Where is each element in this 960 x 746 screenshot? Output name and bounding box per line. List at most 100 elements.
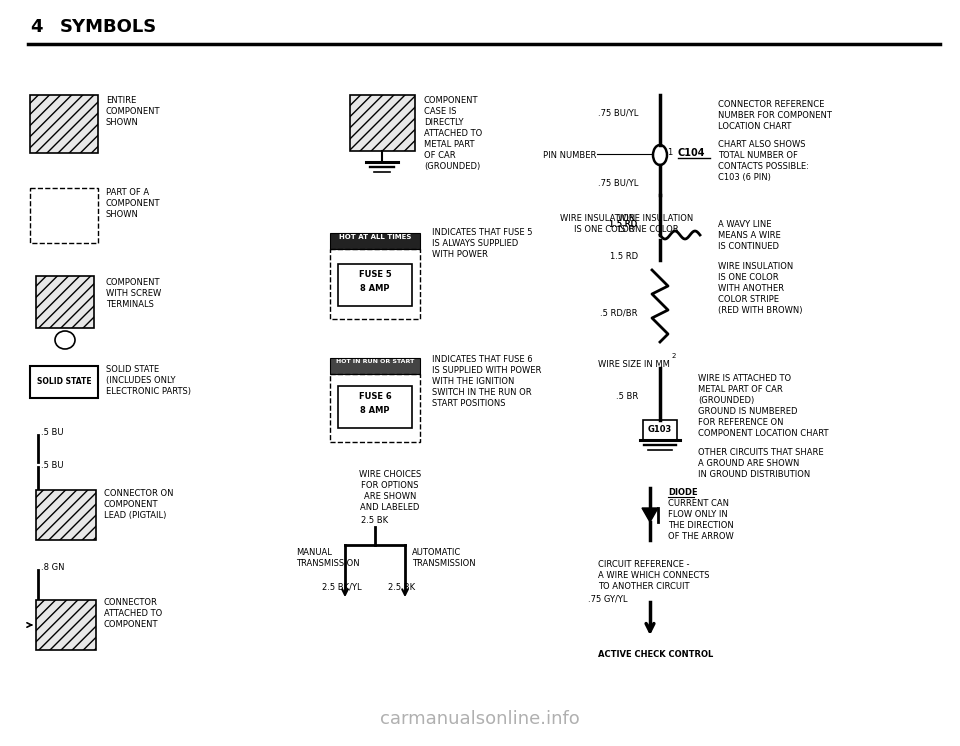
Bar [338,386,412,428]
Text: C104: C104 [678,148,706,158]
Text: SOLID STATE: SOLID STATE [106,365,159,374]
Text: LOCATION CHART: LOCATION CHART [718,122,791,131]
Text: CASE IS: CASE IS [424,107,457,116]
Text: WITH ANOTHER: WITH ANOTHER [718,284,784,293]
Text: IS ALWAYS SUPPLIED: IS ALWAYS SUPPLIED [432,239,518,248]
Text: 1.5 RD: 1.5 RD [609,220,637,229]
Text: IS ONE COLOR: IS ONE COLOR [718,273,779,282]
Text: ELECTRONIC PARTS): ELECTRONIC PARTS) [106,387,191,396]
Text: 1.5 RD: 1.5 RD [610,252,638,261]
Text: PIN NUMBER: PIN NUMBER [542,151,596,160]
Text: INDICATES THAT FUSE 5: INDICATES THAT FUSE 5 [432,228,533,237]
Text: DIRECTLY: DIRECTLY [424,118,464,127]
Bar [30,188,98,243]
Text: TOTAL NUMBER OF: TOTAL NUMBER OF [718,151,798,160]
Text: HOT IN RUN OR START: HOT IN RUN OR START [336,359,414,364]
Text: C103 (6 PIN): C103 (6 PIN) [718,173,771,182]
Text: IS CONTINUED: IS CONTINUED [718,242,779,251]
Text: DIODE: DIODE [668,488,698,497]
Text: WIRE CHOICES: WIRE CHOICES [359,470,421,479]
Text: 8 AMP: 8 AMP [360,284,390,293]
Text: SOLID STATE: SOLID STATE [36,377,91,386]
Text: AND LABELED: AND LABELED [360,503,420,512]
Text: METAL PART: METAL PART [424,140,474,149]
Text: (GROUNDED): (GROUNDED) [424,162,480,171]
Text: 4: 4 [30,18,42,36]
Text: ATTACHED TO: ATTACHED TO [104,609,162,618]
Text: TO ANOTHER CIRCUIT: TO ANOTHER CIRCUIT [598,582,689,591]
Text: IS SUPPLIED WITH POWER: IS SUPPLIED WITH POWER [432,366,541,375]
Text: ATTACHED TO: ATTACHED TO [424,129,482,138]
Text: OF CAR: OF CAR [424,151,456,160]
Text: FLOW ONLY IN: FLOW ONLY IN [668,510,728,519]
Text: carmanualsonline.info: carmanualsonline.info [380,710,580,728]
Text: .5 BU: .5 BU [41,461,63,470]
Bar [36,276,94,328]
Bar [36,600,96,650]
Text: .5 RD/BR: .5 RD/BR [601,308,638,317]
Text: SWITCH IN THE RUN OR: SWITCH IN THE RUN OR [432,388,532,397]
Text: THE DIRECTION: THE DIRECTION [668,521,733,530]
Text: OTHER CIRCUITS THAT SHARE: OTHER CIRCUITS THAT SHARE [698,448,824,457]
Text: CONNECTOR REFERENCE: CONNECTOR REFERENCE [718,100,825,109]
Text: SHOWN: SHOWN [106,118,139,127]
Text: ACTIVE CHECK CONTROL: ACTIVE CHECK CONTROL [598,650,713,659]
Text: START POSITIONS: START POSITIONS [432,399,506,408]
Bar [30,366,98,398]
Text: A WIRE WHICH CONNECTS: A WIRE WHICH CONNECTS [598,571,709,580]
Text: CONNECTOR: CONNECTOR [104,598,157,607]
Text: (RED WITH BROWN): (RED WITH BROWN) [718,306,803,315]
Text: SHOWN: SHOWN [106,210,139,219]
Text: WITH SCREW: WITH SCREW [106,289,161,298]
Bar [330,358,420,374]
Text: FUSE 6: FUSE 6 [359,392,392,401]
Text: WIRE INSULATION: WIRE INSULATION [618,214,693,223]
Text: TERMINALS: TERMINALS [106,300,154,309]
Text: CURRENT CAN: CURRENT CAN [668,499,729,508]
Text: WITH THE IGNITION: WITH THE IGNITION [432,377,515,386]
Text: CONTACTS POSSIBLE:: CONTACTS POSSIBLE: [718,162,809,171]
Text: .75 GY/YL: .75 GY/YL [588,594,628,603]
Text: IS ONE COLOR: IS ONE COLOR [618,225,679,234]
Text: 8 AMP: 8 AMP [360,406,390,415]
Bar [330,249,420,319]
Text: LEAD (PIGTAIL): LEAD (PIGTAIL) [104,511,166,520]
Text: TRANSMISSION: TRANSMISSION [296,559,360,568]
Text: .75 BU/YL: .75 BU/YL [598,108,638,117]
Text: IN GROUND DISTRIBUTION: IN GROUND DISTRIBUTION [698,470,810,479]
Text: .5 BU: .5 BU [41,428,63,437]
Text: A WAVY LINE: A WAVY LINE [718,220,772,229]
Text: FOR OPTIONS: FOR OPTIONS [361,481,419,490]
Text: FOR REFERENCE ON: FOR REFERENCE ON [698,418,783,427]
Text: WIRE INSULATION: WIRE INSULATION [718,262,793,271]
Text: (INCLUDES ONLY: (INCLUDES ONLY [106,376,176,385]
Text: INDICATES THAT FUSE 6: INDICATES THAT FUSE 6 [432,355,533,364]
Text: WIRE SIZE IN MM: WIRE SIZE IN MM [598,360,670,369]
Text: COMPONENT: COMPONENT [106,278,160,287]
Text: A GROUND ARE SHOWN: A GROUND ARE SHOWN [698,459,800,468]
Text: MEANS A WIRE: MEANS A WIRE [718,231,780,240]
Text: COMPONENT LOCATION CHART: COMPONENT LOCATION CHART [698,429,828,438]
Text: 1.5 RD: 1.5 RD [609,220,637,229]
Text: COMPONENT: COMPONENT [104,500,158,509]
Text: TRANSMISSION: TRANSMISSION [412,559,475,568]
Text: 2.5 BK/YL: 2.5 BK/YL [322,583,362,592]
Text: CIRCUIT REFERENCE -: CIRCUIT REFERENCE - [598,560,689,569]
Text: WIRE IS ATTACHED TO: WIRE IS ATTACHED TO [698,374,791,383]
Text: HOT AT ALL TIMES: HOT AT ALL TIMES [339,234,411,240]
Text: ARE SHOWN: ARE SHOWN [364,492,417,501]
Text: FUSE 5: FUSE 5 [359,270,392,279]
Text: NUMBER FOR COMPONENT: NUMBER FOR COMPONENT [718,111,832,120]
Text: MANUAL: MANUAL [296,548,332,557]
Text: IS ONE COLOR: IS ONE COLOR [574,225,635,234]
Text: SYMBOLS: SYMBOLS [60,18,157,36]
Text: GROUND IS NUMBERED: GROUND IS NUMBERED [698,407,798,416]
Text: COMPONENT: COMPONENT [106,107,160,116]
Bar [330,233,420,249]
Ellipse shape [55,331,75,349]
Text: .8 GN: .8 GN [41,563,64,572]
Bar [330,374,420,442]
Text: COMPONENT: COMPONENT [104,620,158,629]
Text: .5 BR: .5 BR [615,392,638,401]
Text: METAL PART OF CAR: METAL PART OF CAR [698,385,782,394]
